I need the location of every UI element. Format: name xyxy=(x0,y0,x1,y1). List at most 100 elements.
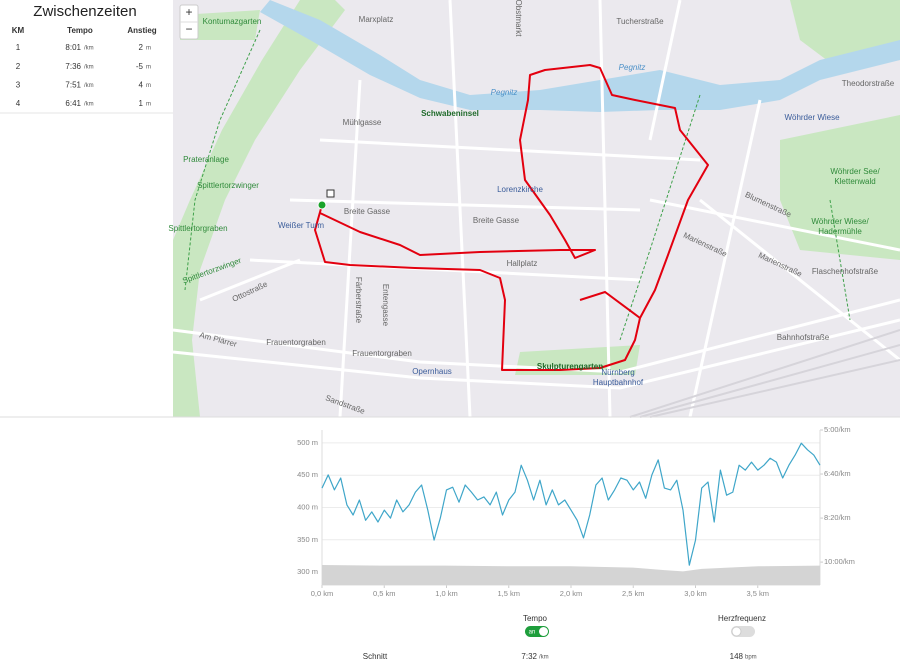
y2-tick-label: 10:00/km xyxy=(824,557,855,566)
map-label: Opernhaus xyxy=(412,367,452,376)
y-tick-label: 450 m xyxy=(297,470,318,479)
y2-tick-label: 6:40/km xyxy=(824,469,851,478)
map-label: Mühlgasse xyxy=(343,118,382,127)
park xyxy=(180,10,260,40)
map-label: Entengasse xyxy=(381,284,390,327)
map-label: Frauentorgraben xyxy=(352,349,412,358)
x-tick-label: 3,5 km xyxy=(746,589,769,598)
map-label: Hallplatz xyxy=(507,259,538,268)
pace-cell: 7:51 xyxy=(65,81,81,90)
x-tick-label: 1,0 km xyxy=(435,589,458,598)
zoom-out-button[interactable]: − xyxy=(185,22,192,36)
map-label: Wöhrder Wiese xyxy=(784,113,840,122)
summary-unit: /km xyxy=(539,655,549,661)
km-cell: 1 xyxy=(16,43,21,52)
map: Kontumazgarten Marxplatz Obstmarkt Tucherst… xyxy=(168,0,900,418)
pace-unit: /km xyxy=(84,102,94,108)
pace-cell: 6:41 xyxy=(65,99,81,108)
map-label: Marxplatz xyxy=(359,15,394,24)
elevation-area xyxy=(322,565,820,585)
map-label: Frauentorgraben xyxy=(266,338,326,347)
map-label: Lorenzkirche xyxy=(497,185,543,194)
map-label: Kontumazgarten xyxy=(203,17,262,26)
toggle-knob xyxy=(731,626,742,637)
pace-unit: /km xyxy=(84,64,94,70)
summary-unit: bpm xyxy=(745,655,757,661)
toggle-knob xyxy=(539,627,548,636)
rail xyxy=(629,329,900,418)
pace-line xyxy=(321,442,821,566)
map-label: Hauptbahnhof xyxy=(593,378,644,387)
x-tick-label: 0,5 km xyxy=(373,589,396,598)
finish-marker xyxy=(326,189,335,198)
streets xyxy=(172,0,900,418)
route xyxy=(314,64,709,371)
control-label: Tempo xyxy=(523,614,548,623)
pace-unit: /km xyxy=(84,46,94,52)
y-tick-label: 300 m xyxy=(297,567,318,576)
park xyxy=(173,0,345,417)
climb-cell: 2 xyxy=(139,43,144,52)
km-cell: 2 xyxy=(16,62,21,71)
y2-tick-label: 5:00/km xyxy=(824,425,851,434)
map-label: Obstmarkt xyxy=(514,0,523,37)
climb-unit: m xyxy=(146,46,151,52)
climb-cell: -5 xyxy=(136,62,144,71)
column-header: Tempo xyxy=(67,26,93,35)
zoom-in-button[interactable]: + xyxy=(185,5,192,19)
splits-title: Zwischenzeiten xyxy=(33,3,136,20)
x-tick-label: 0,0 km xyxy=(311,589,334,598)
summary-pace: 7:32 xyxy=(521,652,537,661)
climb-cell: 1 xyxy=(139,99,144,108)
column-header: KM xyxy=(12,26,25,35)
splits-panel xyxy=(0,0,173,417)
column-header: Anstieg xyxy=(127,26,156,35)
x-tick-label: 3,0 km xyxy=(684,589,707,598)
pace-unit: /km xyxy=(84,83,94,89)
chart: 300 m 350 m 400 m 450 m 500 m 5:00/km 6:40/km 8… xyxy=(297,425,855,598)
x-tick-label: 2,5 km xyxy=(622,589,645,598)
map-label: Färberstraße xyxy=(354,277,363,324)
map-label: Spittlertorgraben xyxy=(168,224,227,233)
river xyxy=(260,0,900,112)
map-label: Flaschenhofstraße xyxy=(812,267,879,276)
x-tick-label: 1,5 km xyxy=(497,589,520,598)
map-label: Breite Gasse xyxy=(344,207,391,216)
x-tick-label: 2,0 km xyxy=(560,589,583,598)
climb-unit: m xyxy=(146,83,151,89)
y-tick-label: 400 m xyxy=(297,502,318,511)
y-tick-label: 350 m xyxy=(297,535,318,544)
pace-cell: 7:36 xyxy=(65,62,81,71)
y-tick-label: 500 m xyxy=(297,438,318,447)
route xyxy=(579,290,641,319)
summary-heart-rate: 148 xyxy=(730,652,744,661)
map-label: Hadermühle xyxy=(818,227,862,236)
map-label: Wöhrder Wiese/ xyxy=(811,217,869,226)
map-label: Prateranlage xyxy=(183,155,229,164)
map-label: Tucherstraße xyxy=(616,17,664,26)
map-label: Pegnitz xyxy=(619,63,646,72)
map-label: Wöhrder See/ xyxy=(830,167,880,176)
map-label: Pegnitz xyxy=(491,88,518,97)
km-cell: 3 xyxy=(16,81,21,90)
map-label: Weißer Turm xyxy=(278,221,324,230)
start-marker xyxy=(317,200,327,210)
park xyxy=(780,115,900,260)
map-label: Schwabeninsel xyxy=(421,109,479,118)
km-cell: 4 xyxy=(16,99,21,108)
pace-cell: 8:01 xyxy=(65,43,81,52)
map-label: Skulpturengarten xyxy=(537,362,603,371)
map-label: Theodorstraße xyxy=(842,79,895,88)
y2-tick-label: 8:20/km xyxy=(824,513,851,522)
map-label: Nürnberg xyxy=(601,368,634,377)
summary-label: Schnitt xyxy=(363,652,388,661)
map-label: Breite Gasse xyxy=(473,216,520,225)
toggle-text: an xyxy=(529,630,536,636)
control-label: Herzfrequenz xyxy=(718,614,766,623)
climb-unit: m xyxy=(146,102,151,108)
splits-rows: 1 8:01/km 2 m2 7:36/km -5 m3 7:51/km 4 m4 6:41/km 1… xyxy=(16,43,151,108)
map-label: Bahnhofstraße xyxy=(777,333,830,342)
map-label: Klettenwald xyxy=(834,177,875,186)
climb-unit: m xyxy=(146,64,151,70)
